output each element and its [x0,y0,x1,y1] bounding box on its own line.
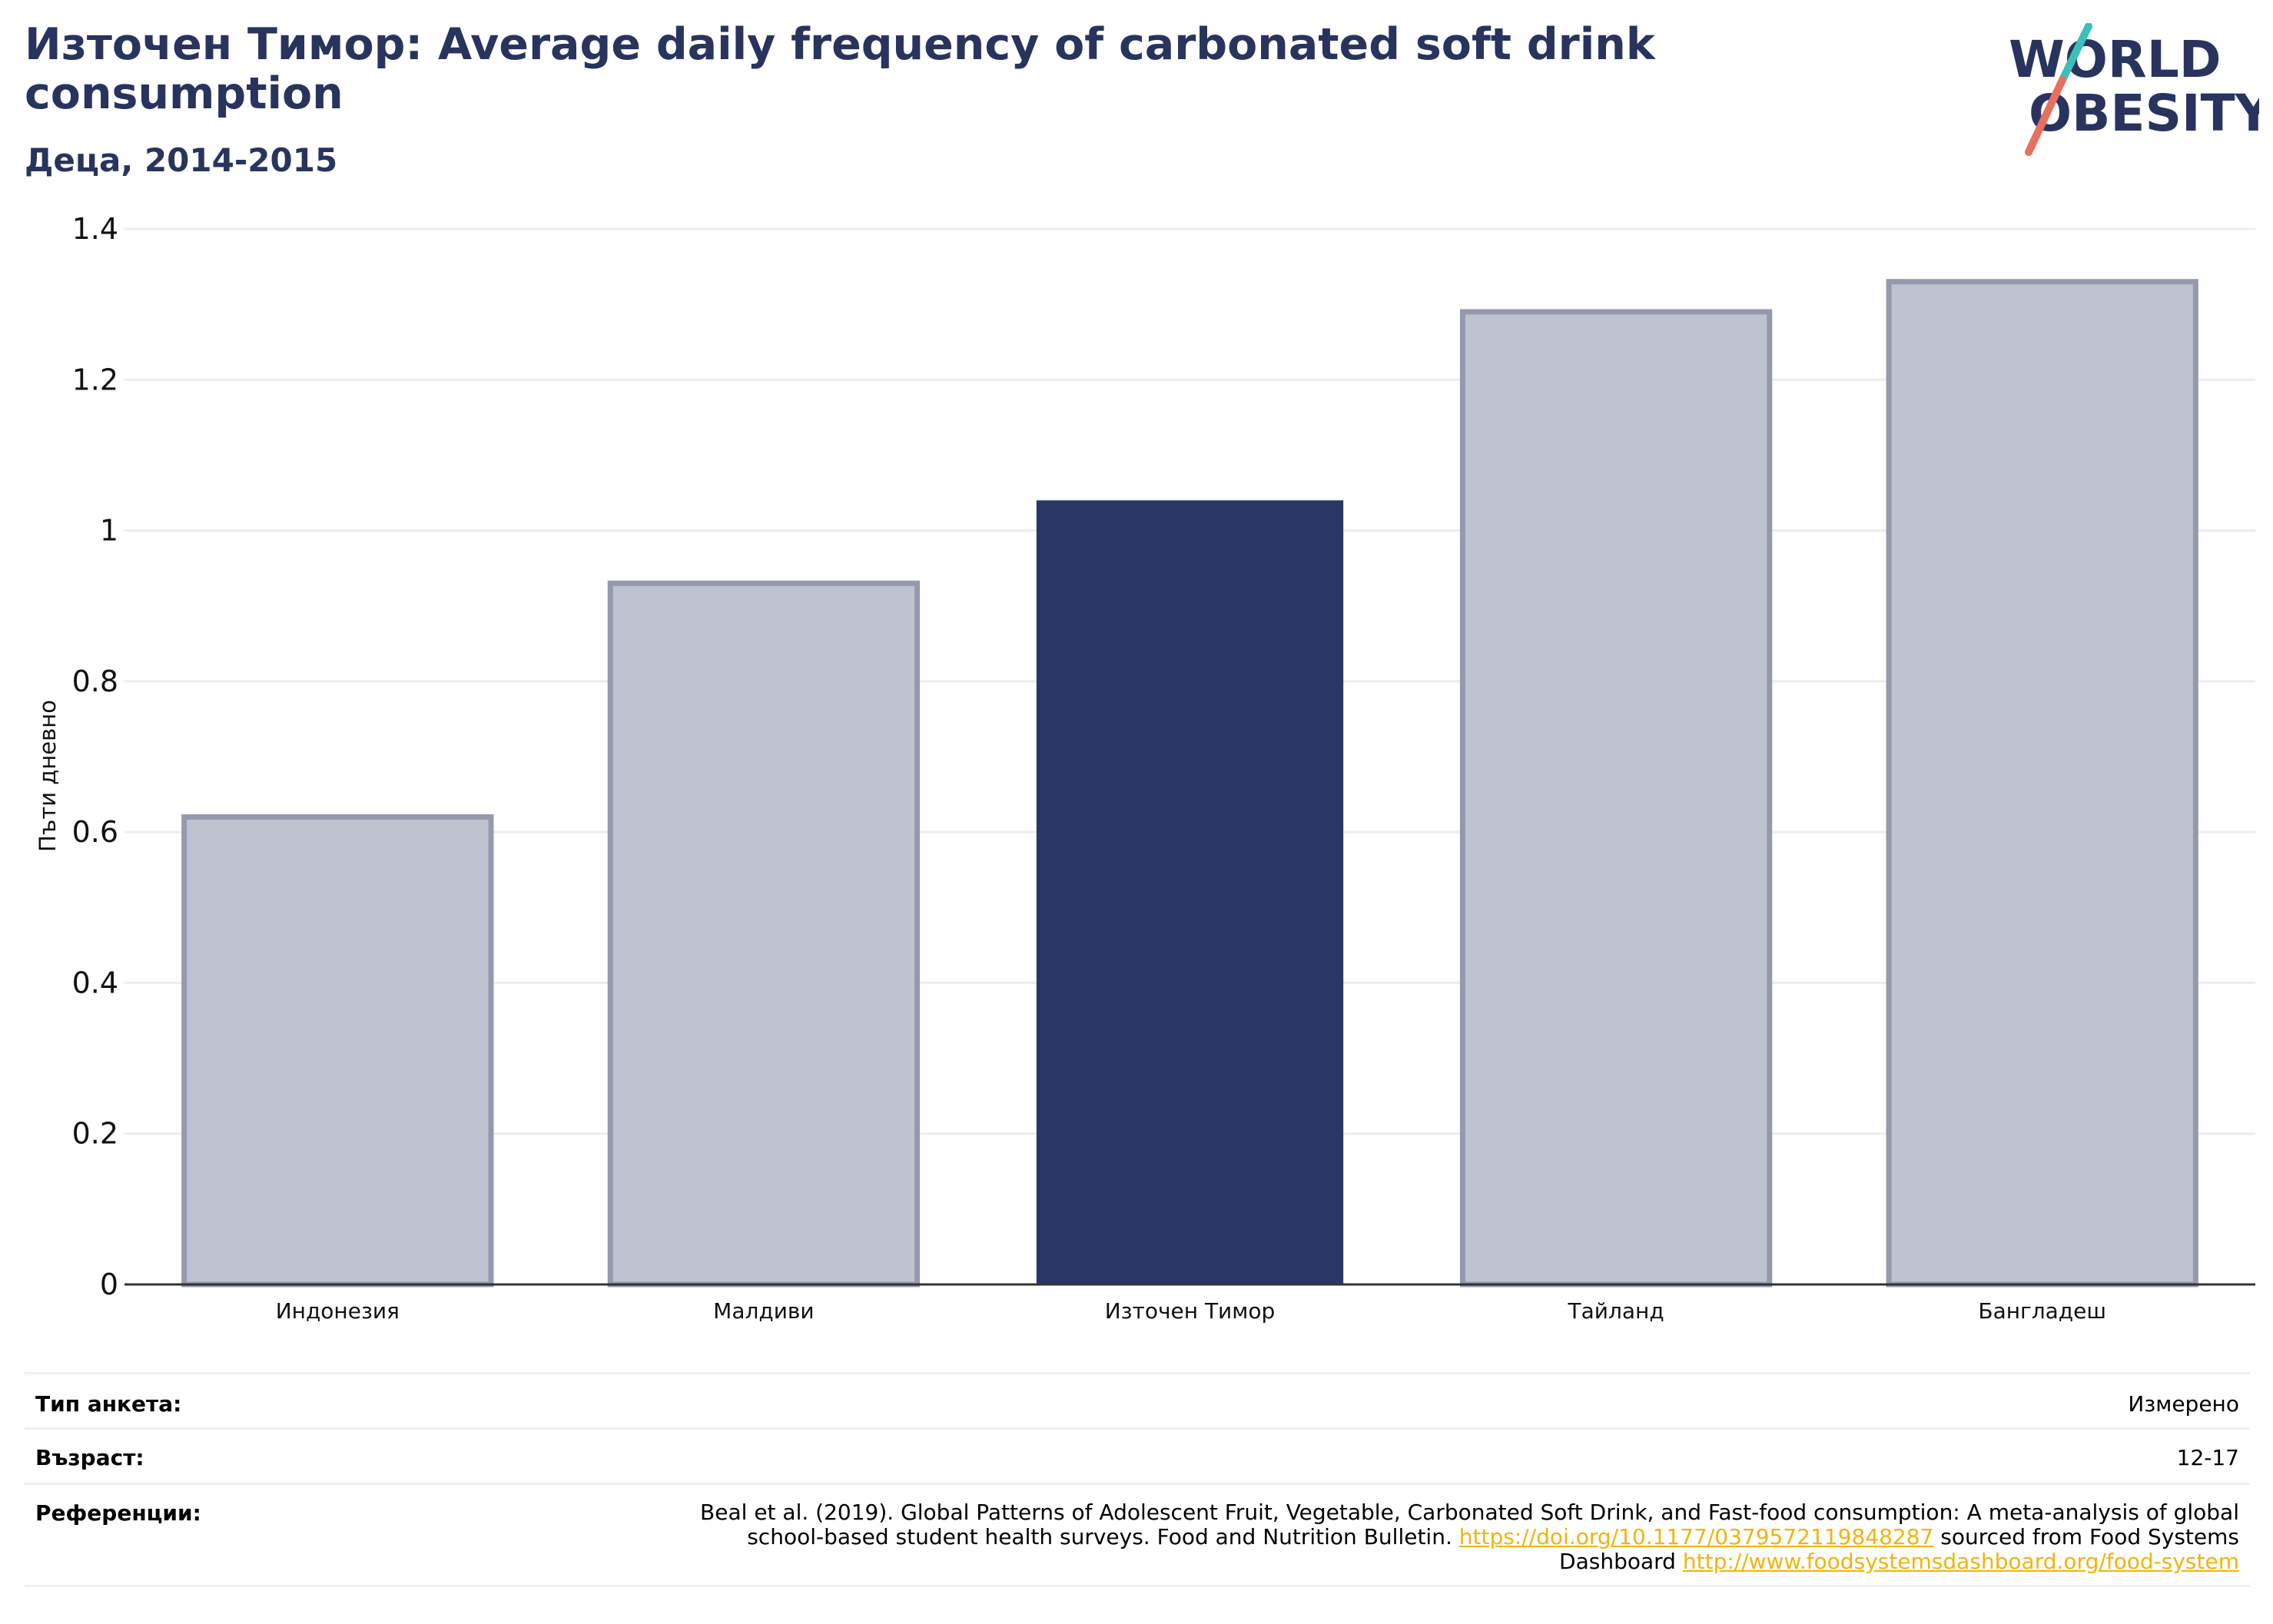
survey-type-label: Тип анкета: [35,1391,182,1417]
world-obesity-logo: WORLD OBESITY [2009,23,2259,156]
age-row: Възраст: 12-17 [25,1427,2250,1483]
survey-type-row: Тип анкета: Измерено [25,1372,2250,1427]
food-systems-link[interactable]: http://www.foodsystemsdashboard.org/food… [1682,1549,2239,1574]
bars [181,279,2198,1288]
y-tick-label: 0.4 [72,966,118,999]
y-tick-label: 1.4 [72,212,118,246]
references-source: sourced from Food Systems Dashboard [1559,1524,2239,1574]
x-tick-label: Индонезия [276,1298,400,1324]
metadata-table: Тип анкета: Измерено Възраст: 12-17 Рефе… [25,1372,2250,1587]
bar-3 [1036,500,1344,1284]
doi-link[interactable]: https://doi.org/10.1177/0379572119848287 [1458,1524,1934,1549]
bar-2 [607,580,921,1288]
bar-chart: 0 0.2 0.4 0.6 0.8 1 1.2 1.4 Индонезия Малдиви Изт… [35,212,2255,1324]
y-tick-label: 1 [100,514,118,548]
svg-text:WORLD: WORLD [2009,30,2222,89]
age-label: Възраст: [35,1445,144,1470]
age-value: 12-17 [2176,1445,2239,1470]
y-axis-label: Пъти дневно [35,700,61,852]
y-tick-label: 1.2 [72,363,118,396]
x-tick-label: Малдиви [713,1298,814,1324]
chart-subtitle: Деца, 2014-2015 [25,141,338,179]
y-tick-label: 0.2 [72,1117,118,1151]
y-tick-label: 0.6 [72,815,118,849]
x-tick-label: Тайланд [1568,1298,1664,1324]
bar-5 [1886,279,2198,1288]
y-axis-ticks: 0 0.2 0.4 0.6 0.8 1 1.2 1.4 [72,212,118,1301]
bar-1 [181,814,494,1288]
x-tick-label: Бангладеш [1978,1298,2106,1324]
references-value: Beal et al. (2019). Global Patterns of A… [664,1500,2250,1574]
survey-type-value: Измерено [2128,1391,2239,1417]
references-row: Референции: Beal et al. (2019). Global P… [25,1483,2250,1587]
y-tick-label: 0.8 [72,665,118,698]
x-axis-ticks: Индонезия Малдиви Източен Тимор Тайланд Банг… [276,1298,2106,1324]
bar-4 [1459,309,1773,1288]
references-label: Референции: [35,1500,201,1526]
x-tick-label: Източен Тимор [1105,1298,1276,1324]
svg-text:OBESITY: OBESITY [2029,84,2259,143]
y-tick-label: 0 [100,1268,118,1301]
references-text: Beal et al. (2019). Global Patterns of A… [700,1500,2239,1549]
chart-title: Източен Тимор: Average daily frequency o… [25,19,1655,119]
